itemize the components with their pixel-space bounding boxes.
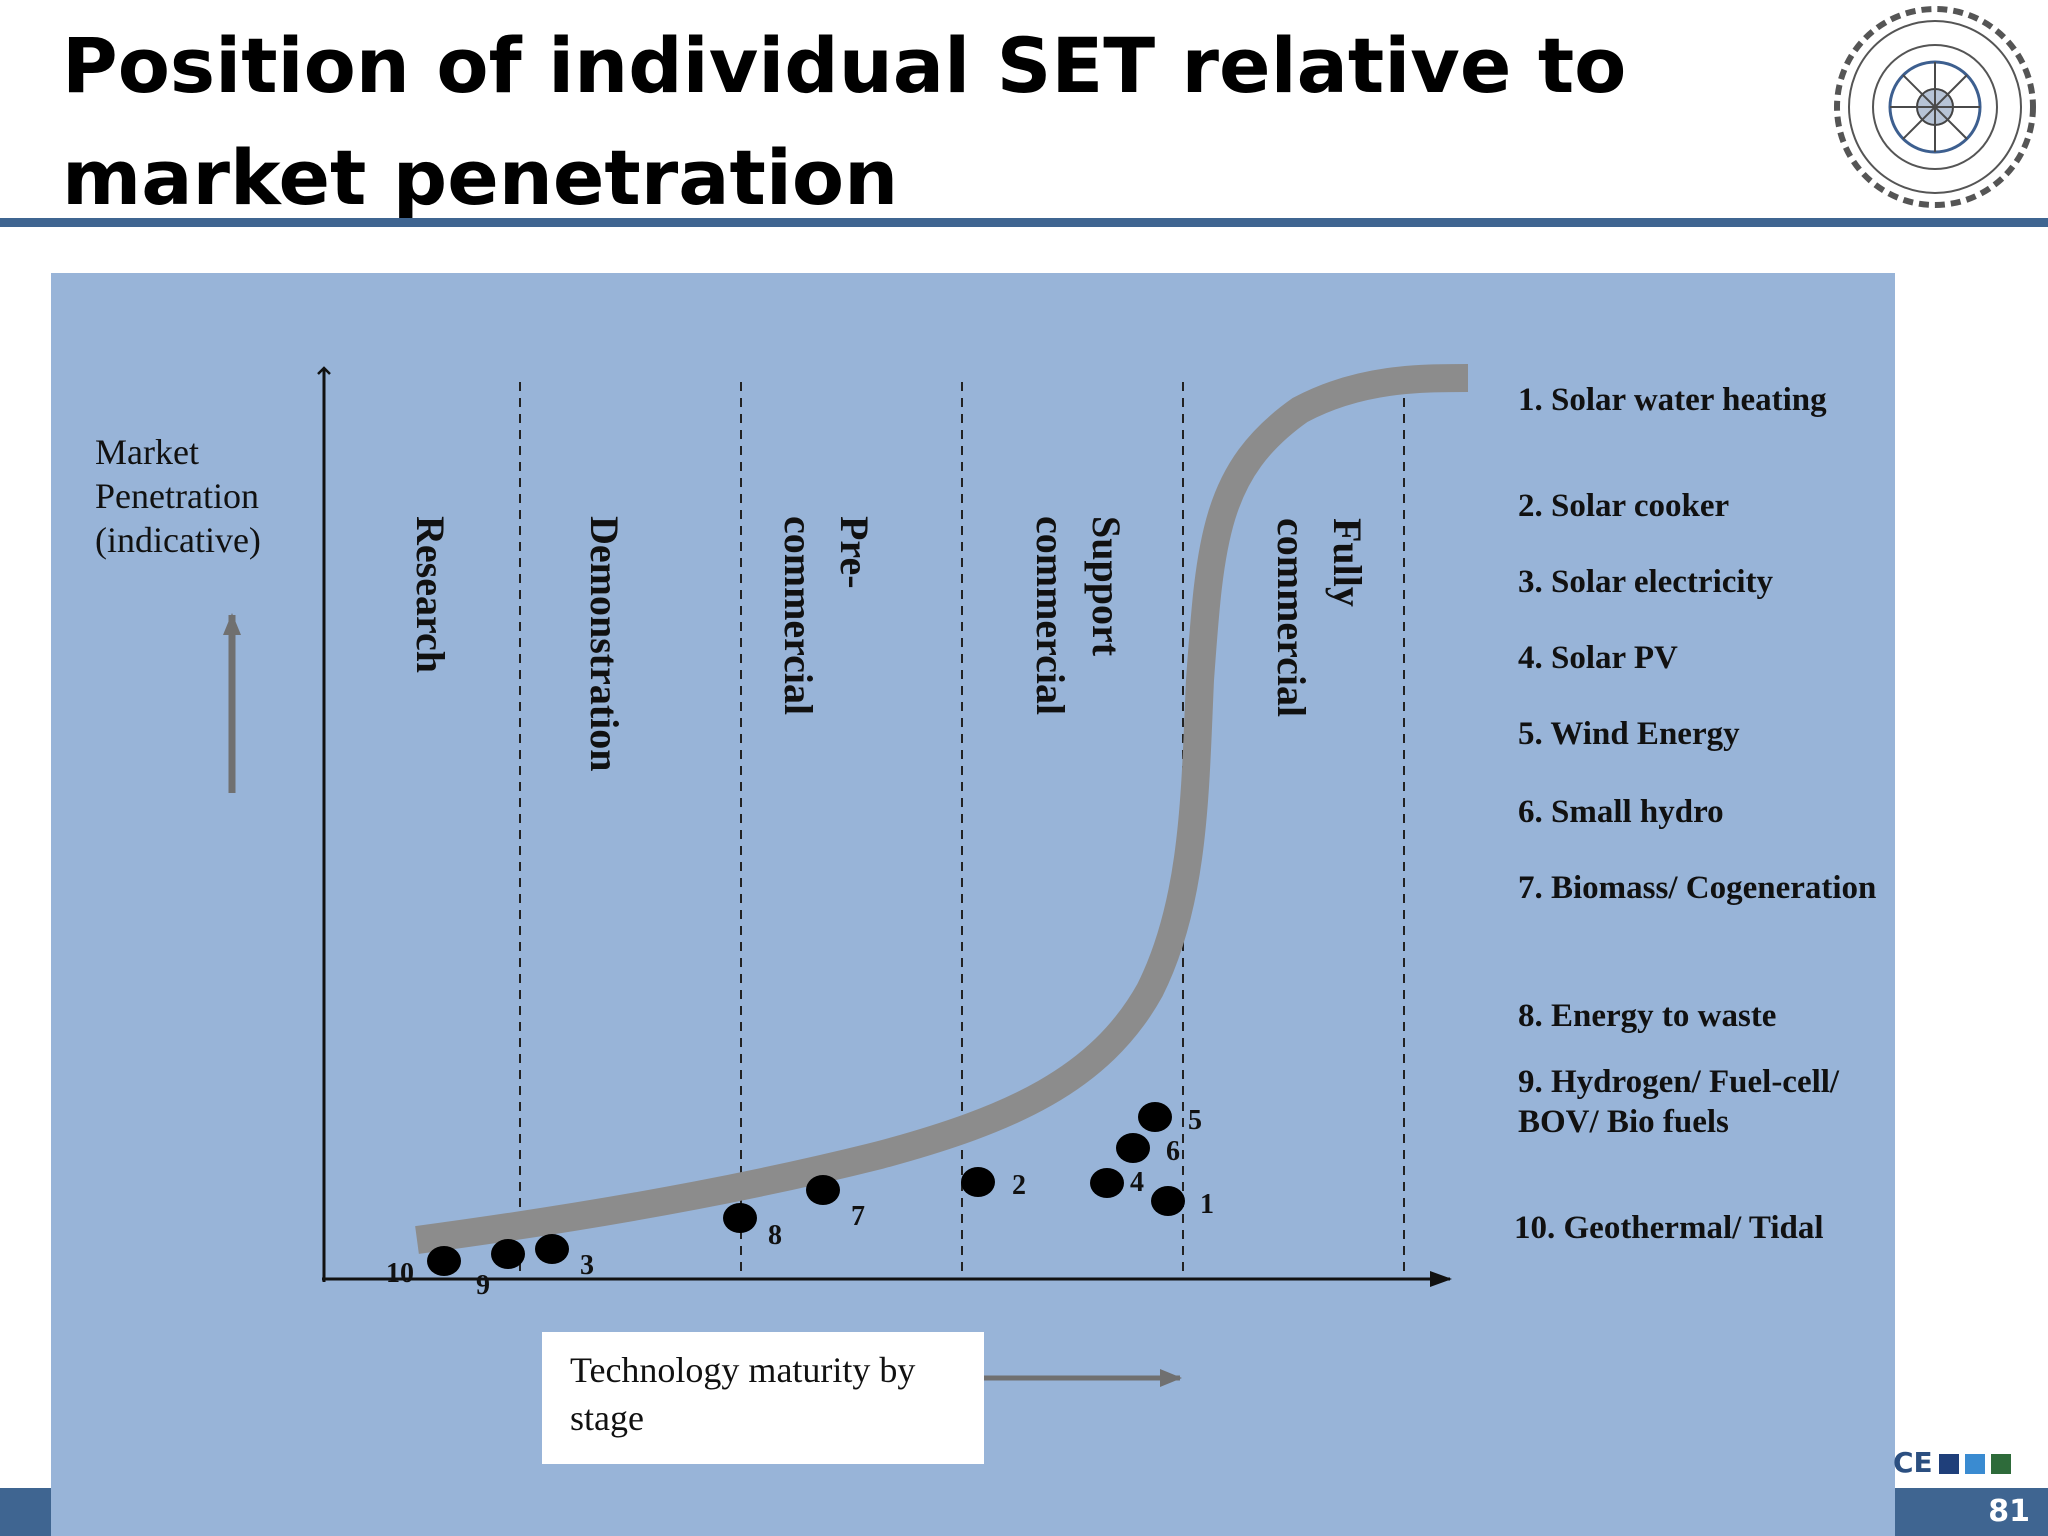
- legend-item: 8. Energy to waste: [1518, 998, 1777, 1034]
- legend-item: 6. Small hydro: [1518, 794, 1724, 830]
- technology-point-5: [1138, 1102, 1172, 1132]
- legend-item: 2. Solar cooker: [1518, 488, 1730, 524]
- stage-label: Pre- commercial: [776, 516, 877, 716]
- technology-point-label-5: 5: [1188, 1105, 1202, 1136]
- stage-label: Support commercial: [1028, 516, 1129, 716]
- technology-point-label-6: 6: [1166, 1136, 1180, 1167]
- technology-point-6: [1116, 1133, 1150, 1163]
- footer-logo: CE: [1893, 1446, 2011, 1482]
- legend-item: 10. Geothermal/ Tidal: [1514, 1210, 1824, 1246]
- legend-item: 1. Solar water heating: [1518, 382, 1827, 418]
- legend-item: 7. Biomass/ Cogeneration: [1518, 870, 1877, 906]
- technology-point-10: [427, 1246, 461, 1276]
- legend-item: 9. Hydrogen/ Fuel-cell/ BOV/ Bio fuels: [1518, 1064, 1840, 1140]
- slide-title: Position of individual SET relative to m…: [62, 21, 1627, 222]
- technology-point-label-9: 9: [476, 1270, 490, 1301]
- technology-point-label-7: 7: [851, 1201, 865, 1232]
- stage-label: Fully commercial: [1269, 518, 1370, 718]
- technology-point-label-10: 10: [386, 1258, 414, 1289]
- footer-square-icon: [1990, 1454, 2011, 1474]
- institute-seal-logo: [1834, 6, 2036, 208]
- technology-point-8: [723, 1203, 757, 1233]
- technology-point-label-2: 2: [1012, 1170, 1026, 1201]
- title-divider: [0, 218, 2048, 227]
- technology-point-2: [961, 1167, 995, 1197]
- technology-point-4: [1090, 1168, 1124, 1198]
- x-axis-label-box: Technology maturity by stage: [542, 1332, 984, 1464]
- technology-point-label-8: 8: [768, 1220, 782, 1251]
- technology-point-label-3: 3: [580, 1250, 594, 1281]
- technology-point-label-1: 1: [1200, 1189, 1214, 1220]
- legend-item: 3. Solar electricity: [1518, 564, 1774, 600]
- technology-point-7: [806, 1175, 840, 1205]
- page-number: 81: [1988, 1494, 2030, 1529]
- footer-square-icon: [1964, 1454, 1985, 1474]
- footer-square-icon: [1938, 1454, 1959, 1474]
- y-axis-label: Market Penetration (indicative): [95, 432, 261, 560]
- footer-logo-text: CE: [1893, 1446, 1933, 1479]
- s-curve: [415, 364, 1469, 1254]
- legend-item: 5. Wind Energy: [1518, 716, 1740, 752]
- footer-bar-right: [1895, 1488, 2048, 1536]
- technology-point-label-4: 4: [1130, 1167, 1144, 1198]
- technology-point-1: [1151, 1186, 1185, 1216]
- stage-label: Demonstration: [582, 516, 627, 772]
- technology-point-3: [535, 1234, 569, 1264]
- footer-bar-left: [0, 1488, 51, 1536]
- diagram-panel: [51, 273, 1895, 1536]
- technology-point-9: [491, 1239, 525, 1269]
- x-axis-label: Technology maturity by stage: [570, 1350, 916, 1438]
- stage-label: Research: [408, 516, 453, 673]
- legend-item: 4. Solar PV: [1518, 640, 1678, 676]
